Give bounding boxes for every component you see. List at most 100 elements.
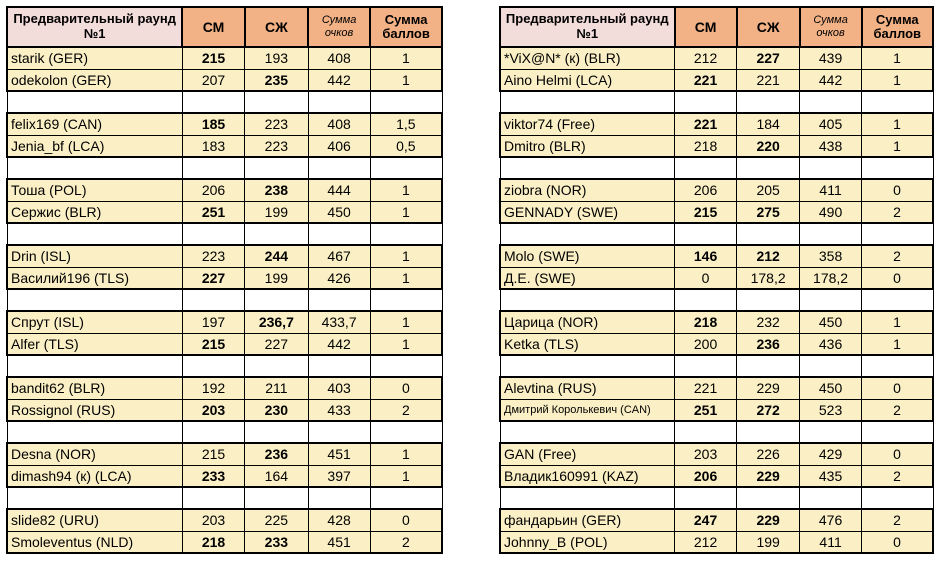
- sum-points-cell: 411: [799, 530, 863, 554]
- player-name-cell: Тоша (POL): [5, 178, 183, 202]
- sj-score-cell: 227: [736, 46, 801, 70]
- sum-score-cell: 1: [369, 442, 443, 466]
- column-header-sj: СЖ: [735, 6, 801, 48]
- column-header-cm: СМ: [181, 6, 246, 48]
- player-name-cell: Rossignol (RUS): [5, 398, 183, 422]
- player-row: Molo (SWE) 146 212 358 2: [499, 244, 935, 268]
- spacer-cell: [244, 420, 309, 444]
- sj-score-cell: 229: [736, 464, 801, 488]
- spacer-cell: [673, 90, 738, 114]
- spacer-cell: [499, 90, 675, 114]
- spacer-row: [499, 222, 934, 246]
- sum-points-cell: 476: [799, 508, 863, 532]
- sj-score-cell: 272: [736, 398, 801, 422]
- results-table-left: Предварительный раунд №1 СМ СЖ Сумма очков С…: [5, 6, 443, 554]
- sj-score-cell: 235: [244, 68, 309, 92]
- player-row: Drin (ISL) 223 244 467 1: [5, 244, 443, 268]
- spacer-cell: [736, 288, 801, 312]
- player-name-cell: Ketka (TLS): [499, 332, 675, 356]
- spacer-cell: [499, 420, 675, 444]
- spacer-cell: [799, 156, 863, 180]
- spacer-cell: [799, 420, 863, 444]
- sum-score-cell: 1: [861, 134, 935, 158]
- sum-score-cell: 0: [861, 376, 935, 400]
- spacer-row: [499, 156, 934, 180]
- player-name-cell: odekolon (GER): [5, 68, 183, 92]
- sj-score-cell: 275: [736, 200, 801, 224]
- spacer-cell: [307, 222, 371, 246]
- spacer-cell: [673, 288, 738, 312]
- sum-score-cell: 1: [369, 200, 443, 224]
- spacer-row: [499, 90, 934, 114]
- spacer-cell: [6, 288, 183, 312]
- sum-score-cell: 1: [369, 310, 443, 334]
- header-row: Предварительный раунд №1 СМ СЖ Сумма очков С…: [499, 6, 935, 48]
- player-name-cell: Drin (ISL): [5, 244, 183, 268]
- player-name-cell: Molo (SWE): [499, 244, 675, 268]
- sum-points-cell: 467: [307, 244, 371, 268]
- cm-score-cell: 146: [673, 244, 738, 268]
- player-row: felix169 (CAN) 185 223 408 1,5: [5, 112, 443, 136]
- spacer-cell: [499, 222, 675, 246]
- sum-points-cell: 451: [307, 442, 371, 466]
- spacer-cell: [307, 288, 371, 312]
- player-name-cell: Smoleventus (NLD): [5, 530, 183, 554]
- sj-score-cell: 164: [244, 464, 309, 488]
- spacer-cell: [673, 420, 738, 444]
- spacer-cell: [861, 90, 934, 114]
- cm-score-cell: 200: [673, 332, 738, 356]
- sj-score-cell: 193: [244, 46, 309, 70]
- spacer-cell: [181, 288, 246, 312]
- player-name-cell: Desna (NOR): [5, 442, 183, 466]
- player-row: Василий196 (TLS) 227 199 426 1: [5, 266, 443, 290]
- player-row: bandit62 (BLR) 192 211 403 0: [5, 376, 443, 400]
- spacer-cell: [673, 486, 738, 510]
- player-name-cell: starik (GER): [5, 46, 183, 70]
- spacer-cell: [244, 288, 309, 312]
- player-name-cell: Dmitro (BLR): [499, 134, 675, 158]
- sj-score-cell: 236,7: [244, 310, 309, 334]
- cm-score-cell: 227: [181, 266, 246, 290]
- spacer-row: [6, 288, 443, 312]
- spacer-cell: [307, 420, 371, 444]
- player-row: Rossignol (RUS) 203 230 433 2: [5, 398, 443, 422]
- spacer-row: [6, 486, 443, 510]
- sum-points-cell: 408: [307, 46, 371, 70]
- player-name-cell: *ViX@N* (к) (BLR): [499, 46, 675, 70]
- sum-points-cell: 435: [799, 464, 863, 488]
- cm-score-cell: 206: [673, 178, 738, 202]
- spacer-cell: [181, 156, 246, 180]
- spacer-row: [6, 420, 443, 444]
- player-row: фандарьин (GER) 247 229 476 2: [499, 508, 935, 532]
- player-row: GAN (Free) 203 226 429 0: [499, 442, 935, 466]
- sum-points-cell: 442: [799, 68, 863, 92]
- column-header-round: Предварительный раунд №1: [5, 6, 184, 48]
- player-row: Спрут (ISL) 197 236,7 433,7 1: [5, 310, 443, 334]
- sum-score-cell: 1: [369, 464, 443, 488]
- player-name-cell: GAN (Free): [499, 442, 675, 466]
- spacer-cell: [244, 354, 309, 378]
- sum-score-cell: 0,5: [369, 134, 443, 158]
- cm-score-cell: 203: [181, 508, 246, 532]
- sum-points-cell: 426: [307, 266, 371, 290]
- sum-score-cell: 0: [861, 530, 935, 554]
- cm-score-cell: 197: [181, 310, 246, 334]
- spacer-cell: [861, 420, 934, 444]
- cm-score-cell: 221: [673, 112, 738, 136]
- sj-score-cell: 232: [736, 310, 801, 334]
- cm-score-cell: 206: [673, 464, 738, 488]
- sj-score-cell: 199: [736, 530, 801, 554]
- cm-score-cell: 185: [181, 112, 246, 136]
- cm-score-cell: 251: [673, 398, 738, 422]
- player-row: Тоша (POL) 206 238 444 1: [5, 178, 443, 202]
- sum-points-cell: 358: [799, 244, 863, 268]
- player-row: Aino Helmi (LCA) 221 221 442 1: [499, 68, 935, 92]
- spacer-cell: [369, 420, 443, 444]
- player-name-cell: felix169 (CAN): [5, 112, 183, 136]
- spacer-cell: [6, 486, 183, 510]
- spacer-cell: [369, 288, 443, 312]
- sum-score-cell: 1: [861, 310, 935, 334]
- spacer-row: [499, 420, 934, 444]
- sum-score-cell: 0: [861, 442, 935, 466]
